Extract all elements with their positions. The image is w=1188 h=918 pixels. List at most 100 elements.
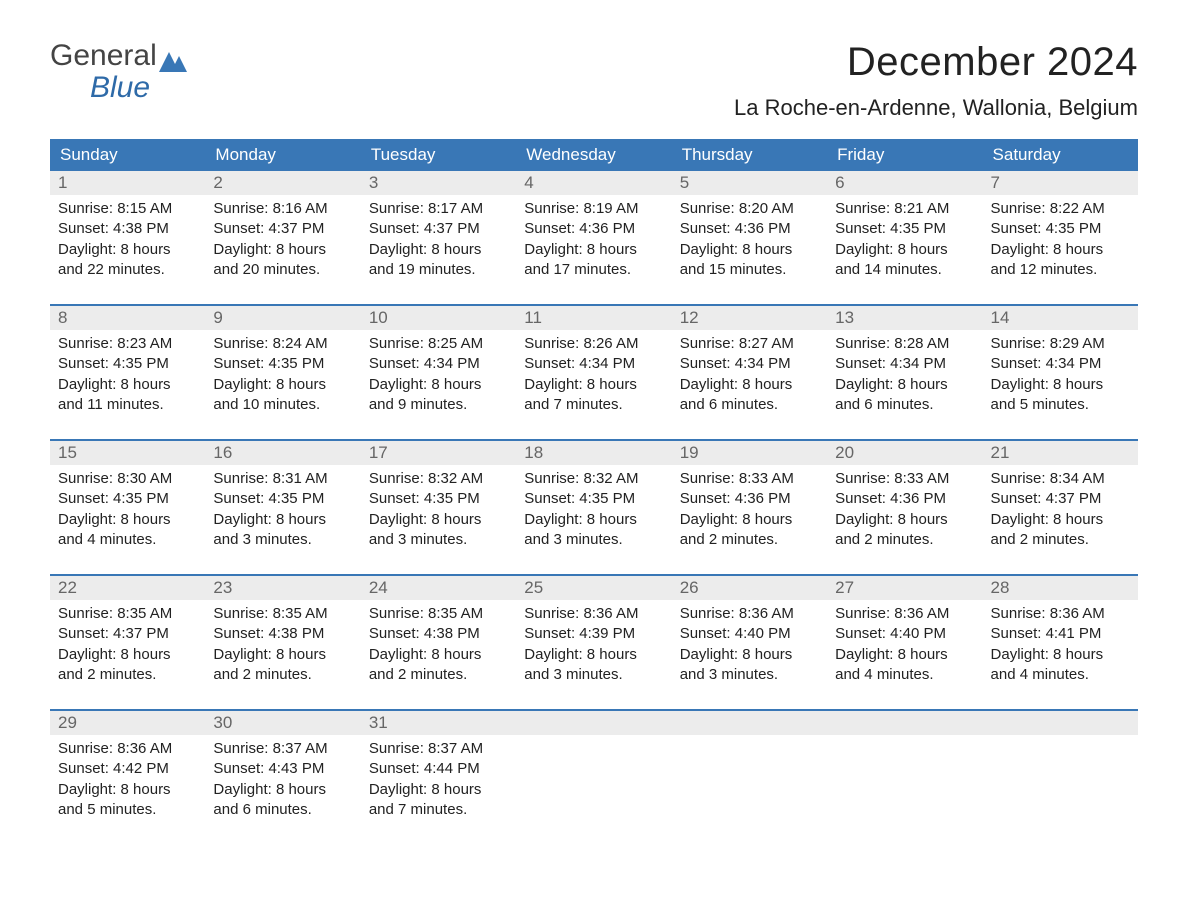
day-cell <box>516 735 671 844</box>
sunset-line: Sunset: 4:35 PM <box>369 489 508 509</box>
day-cell <box>827 735 982 844</box>
day-number-row: 15161718192021 <box>50 441 1138 465</box>
day-number <box>516 711 671 735</box>
sunset-line: Sunset: 4:36 PM <box>524 219 663 239</box>
daylight-line: Daylight: 8 hours <box>991 510 1130 530</box>
day-number: 10 <box>361 306 516 330</box>
day-cell: Sunrise: 8:29 AMSunset: 4:34 PMDaylight:… <box>983 330 1138 440</box>
weekday-header: Tuesday <box>361 139 516 171</box>
day-number: 7 <box>983 171 1138 195</box>
page-subtitle: La Roche-en-Ardenne, Wallonia, Belgium <box>734 95 1138 121</box>
sunrise-line: Sunrise: 8:32 AM <box>369 469 508 489</box>
day-cell: Sunrise: 8:33 AMSunset: 4:36 PMDaylight:… <box>672 465 827 575</box>
sunset-line: Sunset: 4:38 PM <box>213 624 352 644</box>
day-number: 31 <box>361 711 516 735</box>
day-number: 19 <box>672 441 827 465</box>
day-cell: Sunrise: 8:26 AMSunset: 4:34 PMDaylight:… <box>516 330 671 440</box>
sunrise-line: Sunrise: 8:16 AM <box>213 199 352 219</box>
day-cell: Sunrise: 8:16 AMSunset: 4:37 PMDaylight:… <box>205 195 360 305</box>
sunrise-line: Sunrise: 8:22 AM <box>991 199 1130 219</box>
day-number <box>827 711 982 735</box>
day-number-row: 293031 <box>50 711 1138 735</box>
daylight-line: and 9 minutes. <box>369 395 508 415</box>
sunrise-line: Sunrise: 8:20 AM <box>680 199 819 219</box>
sunrise-line: Sunrise: 8:30 AM <box>58 469 197 489</box>
day-number-row: 22232425262728 <box>50 576 1138 600</box>
daylight-line: Daylight: 8 hours <box>991 240 1130 260</box>
daylight-line: Daylight: 8 hours <box>680 510 819 530</box>
daylight-line: and 22 minutes. <box>58 260 197 280</box>
sunrise-line: Sunrise: 8:37 AM <box>369 739 508 759</box>
daylight-line: Daylight: 8 hours <box>680 645 819 665</box>
sunrise-line: Sunrise: 8:17 AM <box>369 199 508 219</box>
daylight-line: Daylight: 8 hours <box>58 780 197 800</box>
day-number: 4 <box>516 171 671 195</box>
sunset-line: Sunset: 4:34 PM <box>835 354 974 374</box>
day-number: 1 <box>50 171 205 195</box>
day-cell: Sunrise: 8:34 AMSunset: 4:37 PMDaylight:… <box>983 465 1138 575</box>
daylight-line: and 14 minutes. <box>835 260 974 280</box>
daylight-line: Daylight: 8 hours <box>213 780 352 800</box>
day-cell: Sunrise: 8:21 AMSunset: 4:35 PMDaylight:… <box>827 195 982 305</box>
sunset-line: Sunset: 4:38 PM <box>369 624 508 644</box>
day-number: 14 <box>983 306 1138 330</box>
sunrise-line: Sunrise: 8:36 AM <box>680 604 819 624</box>
daylight-line: Daylight: 8 hours <box>524 240 663 260</box>
day-cell <box>983 735 1138 844</box>
page-title: December 2024 <box>734 40 1138 85</box>
day-number: 16 <box>205 441 360 465</box>
flag-icon <box>159 50 187 72</box>
daylight-line: Daylight: 8 hours <box>369 780 508 800</box>
weekday-header: Friday <box>827 139 982 171</box>
day-number: 23 <box>205 576 360 600</box>
sunset-line: Sunset: 4:34 PM <box>369 354 508 374</box>
day-number <box>672 711 827 735</box>
sunrise-line: Sunrise: 8:37 AM <box>213 739 352 759</box>
daylight-line: Daylight: 8 hours <box>835 240 974 260</box>
sunset-line: Sunset: 4:37 PM <box>369 219 508 239</box>
daylight-line: Daylight: 8 hours <box>835 510 974 530</box>
daylight-line: Daylight: 8 hours <box>835 645 974 665</box>
daylight-line: Daylight: 8 hours <box>991 375 1130 395</box>
day-cell: Sunrise: 8:35 AMSunset: 4:37 PMDaylight:… <box>50 600 205 710</box>
sunset-line: Sunset: 4:40 PM <box>835 624 974 644</box>
daylight-line: and 6 minutes. <box>680 395 819 415</box>
daylight-line: Daylight: 8 hours <box>369 240 508 260</box>
title-block: December 2024 La Roche-en-Ardenne, Wallo… <box>734 40 1138 121</box>
daylight-line: and 6 minutes. <box>835 395 974 415</box>
daylight-line: and 3 minutes. <box>213 530 352 550</box>
day-cell: Sunrise: 8:36 AMSunset: 4:40 PMDaylight:… <box>827 600 982 710</box>
weekday-header-row: Sunday Monday Tuesday Wednesday Thursday… <box>50 139 1138 171</box>
day-number: 12 <box>672 306 827 330</box>
sunset-line: Sunset: 4:36 PM <box>680 489 819 509</box>
daylight-line: and 19 minutes. <box>369 260 508 280</box>
daylight-line: and 3 minutes. <box>524 665 663 685</box>
daylight-line: Daylight: 8 hours <box>58 240 197 260</box>
daylight-line: Daylight: 8 hours <box>680 240 819 260</box>
daylight-line: and 5 minutes. <box>991 395 1130 415</box>
day-cell: Sunrise: 8:32 AMSunset: 4:35 PMDaylight:… <box>361 465 516 575</box>
day-cell: Sunrise: 8:36 AMSunset: 4:42 PMDaylight:… <box>50 735 205 844</box>
daylight-line: and 2 minutes. <box>835 530 974 550</box>
daylight-line: and 5 minutes. <box>58 800 197 820</box>
daylight-line: Daylight: 8 hours <box>524 375 663 395</box>
day-cell: Sunrise: 8:31 AMSunset: 4:35 PMDaylight:… <box>205 465 360 575</box>
day-number: 20 <box>827 441 982 465</box>
sunrise-line: Sunrise: 8:33 AM <box>680 469 819 489</box>
day-number: 8 <box>50 306 205 330</box>
sunrise-line: Sunrise: 8:33 AM <box>835 469 974 489</box>
day-number: 9 <box>205 306 360 330</box>
brand-bottom: Blue <box>90 72 187 104</box>
sunrise-line: Sunrise: 8:35 AM <box>213 604 352 624</box>
sunrise-line: Sunrise: 8:29 AM <box>991 334 1130 354</box>
daylight-line: and 4 minutes. <box>58 530 197 550</box>
day-cell: Sunrise: 8:37 AMSunset: 4:43 PMDaylight:… <box>205 735 360 844</box>
header: General Blue December 2024 La Roche-en-A… <box>50 40 1138 121</box>
day-number: 5 <box>672 171 827 195</box>
sunset-line: Sunset: 4:35 PM <box>213 354 352 374</box>
daylight-line: and 2 minutes. <box>680 530 819 550</box>
day-cell: Sunrise: 8:22 AMSunset: 4:35 PMDaylight:… <box>983 195 1138 305</box>
daylight-line: Daylight: 8 hours <box>213 645 352 665</box>
sunset-line: Sunset: 4:34 PM <box>680 354 819 374</box>
daylight-line: and 7 minutes. <box>524 395 663 415</box>
